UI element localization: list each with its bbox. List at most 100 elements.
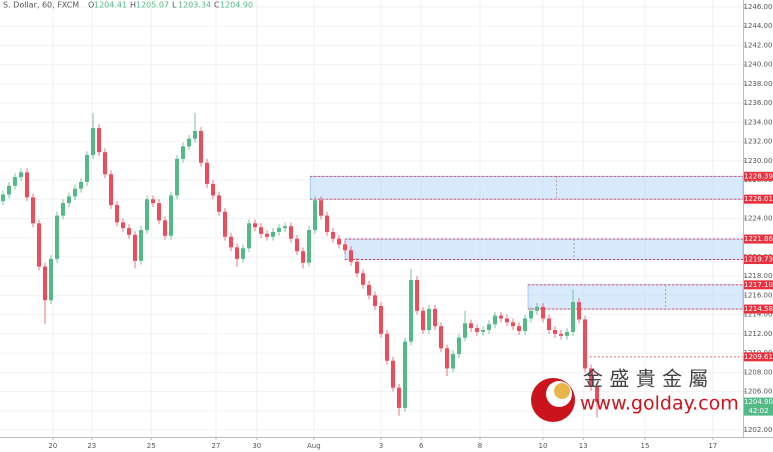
y-tick-label: 1236.00	[744, 99, 773, 107]
candle-body	[397, 387, 402, 408]
candle-body	[385, 333, 390, 361]
candle-body	[469, 323, 474, 329]
candle-body	[271, 231, 276, 237]
candle-body	[193, 131, 198, 139]
candle-body	[451, 354, 456, 369]
candle-body	[283, 226, 288, 229]
candle-body	[391, 360, 396, 388]
candle-body	[493, 315, 498, 325]
candle-body	[13, 177, 18, 186]
candle-body	[559, 333, 564, 336]
candle-body	[19, 172, 24, 178]
ohlc-value: 1205.07	[136, 1, 169, 10]
zone	[527, 284, 744, 310]
candle-body	[373, 295, 378, 306]
candle-body	[43, 266, 48, 301]
y-tick-label: 1224.00	[744, 215, 773, 223]
price-tag-label: 1217.10	[744, 281, 773, 289]
candle-body	[457, 337, 462, 355]
x-tick-label: 30	[252, 442, 261, 450]
price-tag-label: 1214.58	[744, 305, 773, 313]
candle-body	[265, 233, 270, 237]
candle-body	[157, 203, 162, 221]
countdown: 42:02	[748, 407, 768, 415]
x-tick-label: 20	[48, 442, 57, 450]
candle-body	[445, 348, 450, 369]
zone	[344, 238, 744, 260]
price-tag	[744, 304, 773, 314]
y-tick-label: 1208.00	[744, 368, 773, 376]
candle-body	[481, 330, 486, 332]
candle-body	[97, 128, 102, 153]
y-tick-label: 1246.00	[744, 3, 773, 11]
candle-body	[415, 280, 420, 311]
x-tick-label: 8	[478, 442, 482, 450]
y-tick-label: 1202.00	[744, 426, 773, 434]
candle-body	[247, 223, 252, 249]
candle-body	[145, 199, 150, 231]
candle-body	[571, 302, 576, 332]
candle-body	[259, 227, 264, 234]
ohlc-legend: O 1204.41 H 1205.07 L 1203.34 C 1204.90	[88, 1, 253, 10]
price-tag-label: 1219.73	[744, 256, 773, 264]
candle-body	[85, 155, 90, 182]
zones	[309, 175, 744, 358]
candle-body	[547, 318, 552, 331]
candle-body	[25, 172, 30, 198]
candle-body	[343, 244, 348, 251]
y-tick-label: 1212.00	[744, 330, 773, 338]
candle-body	[217, 195, 222, 212]
candle-body	[403, 341, 408, 408]
x-tick-label: 25	[147, 442, 156, 450]
logo	[554, 383, 570, 399]
candles	[1, 112, 600, 418]
candle-body	[499, 315, 504, 319]
x-tick-label: 23	[87, 442, 96, 450]
candle-body	[517, 326, 522, 331]
candle-body	[277, 228, 282, 232]
candle-body	[199, 131, 204, 163]
price-tag-label: 1209.61	[744, 353, 773, 361]
candle-body	[505, 318, 510, 323]
candle-body	[331, 231, 336, 239]
price-tag-label: 1228.39	[744, 172, 773, 180]
y-tick-label: 1216.00	[744, 291, 773, 299]
x-tick-label: Aug	[307, 442, 321, 450]
candle-body	[583, 319, 588, 369]
candle-body	[79, 181, 84, 189]
candle-body	[163, 220, 168, 236]
candle-body	[427, 308, 432, 331]
candle-body	[103, 152, 108, 175]
candle-body	[553, 330, 558, 334]
candle-body	[307, 230, 312, 263]
y-tick-label: 1242.00	[744, 41, 773, 49]
y-tick-label: 1238.00	[744, 80, 773, 88]
candle-body	[379, 305, 384, 334]
candle-body	[31, 197, 36, 224]
candle-body	[289, 226, 294, 239]
candle-body	[577, 302, 582, 320]
candle-body	[37, 223, 42, 267]
candle-body	[565, 331, 570, 336]
candle-body	[175, 158, 180, 196]
candle-body	[595, 386, 600, 403]
y-tick-label: 1244.00	[744, 22, 773, 30]
candle-body	[589, 368, 594, 387]
candle-body	[187, 138, 192, 147]
ohlc-value: 1203.34	[178, 1, 211, 10]
candle-body	[1, 194, 6, 202]
x-tick-label: 6	[419, 442, 424, 450]
candle-body	[169, 195, 174, 236]
candle-body	[67, 196, 72, 204]
candle-body	[295, 238, 300, 252]
ohlc-label: O	[88, 1, 94, 10]
price-tag	[744, 194, 773, 204]
candle-body	[253, 223, 258, 228]
candle-body	[133, 234, 138, 261]
candle-body	[523, 318, 528, 331]
candle-body	[91, 128, 96, 156]
x-tick-label: 10	[539, 442, 548, 450]
price-tag	[744, 352, 773, 362]
